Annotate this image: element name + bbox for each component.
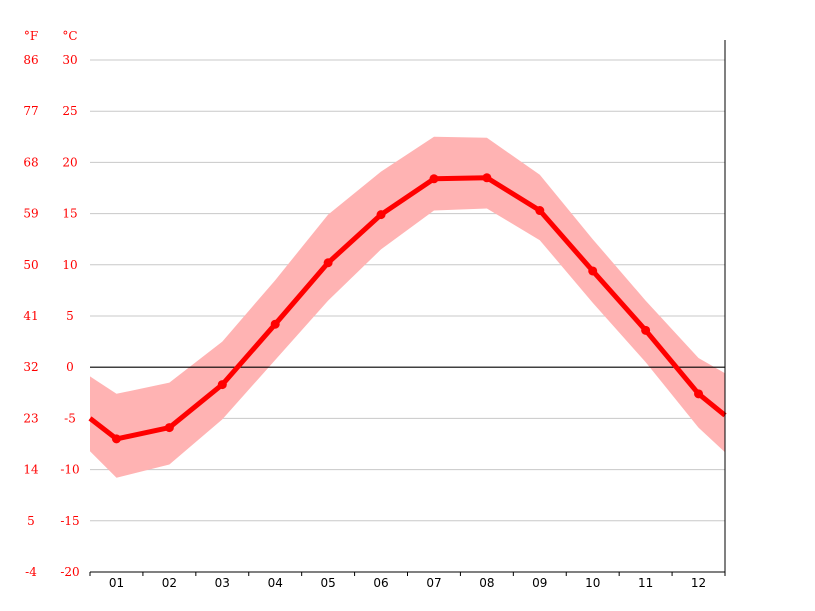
celsius-unit-label: °C [62,29,77,43]
tick-labels: 86 30 77 25 68 20 59 15 50 10 41 5 32 0 23 -5 14 -10 5 -15 -… [23,53,706,590]
y-tick-label-celsius: -15 [60,514,79,528]
y-tick-label-celsius: 30 [62,53,77,67]
data-point [164,423,174,433]
y-tick-label-fahrenheit: 32 [23,360,38,374]
y-tick-label-fahrenheit: 86 [23,53,38,67]
x-tick-label: 07 [426,576,441,590]
y-tick-label-celsius: 15 [62,207,77,221]
data-point [588,266,598,276]
y-tick-label-fahrenheit: -4 [25,565,37,579]
y-tick-label-fahrenheit: 5 [27,514,35,528]
data-point [535,206,545,216]
temperature-line-layer [88,173,727,444]
x-tick-label: 05 [320,576,335,590]
data-point [323,258,333,268]
x-tick-label: 03 [215,576,230,590]
y-tick-label-celsius: 20 [62,155,77,169]
y-tick-label-fahrenheit: 23 [23,411,38,425]
x-tick-label: 04 [268,576,283,590]
data-point [641,325,651,335]
x-tick-label: 06 [373,576,388,590]
x-tick-label: 01 [109,576,124,590]
data-point [111,434,121,444]
y-tick-label-celsius: 0 [66,360,74,374]
data-point [270,319,280,329]
y-tick-label-fahrenheit: 77 [23,104,38,118]
y-tick-label-celsius: 5 [66,309,74,323]
y-tick-label-fahrenheit: 50 [23,258,38,272]
y-tick-label-celsius: -10 [60,463,79,477]
temperature-line [88,175,727,442]
data-point [482,173,492,183]
data-point [694,389,704,399]
y-tick-label-fahrenheit: 41 [23,309,38,323]
fahrenheit-unit-label: °F [24,29,38,43]
x-tick-label: 11 [638,576,653,590]
y-tick-label-celsius: 25 [62,104,77,118]
y-tick-label-celsius: -20 [60,565,79,579]
y-tick-label-fahrenheit: 59 [23,207,38,221]
x-tick-label: 09 [532,576,547,590]
temperature-range-band [90,136,725,478]
y-tick-label-fahrenheit: 14 [23,463,39,477]
x-tick-label: 10 [585,576,600,590]
y-tick-label-celsius: 10 [62,258,77,272]
data-point [376,210,386,220]
y-tick-label-fahrenheit: 68 [23,155,38,169]
x-tick-label: 02 [162,576,177,590]
y-tick-label-celsius: -5 [64,411,76,425]
axes [89,40,726,576]
data-point [217,380,227,390]
x-tick-label: 08 [479,576,494,590]
data-point [429,174,439,184]
x-tick-label: 12 [691,576,706,590]
temperature-range-band-area [90,136,725,478]
